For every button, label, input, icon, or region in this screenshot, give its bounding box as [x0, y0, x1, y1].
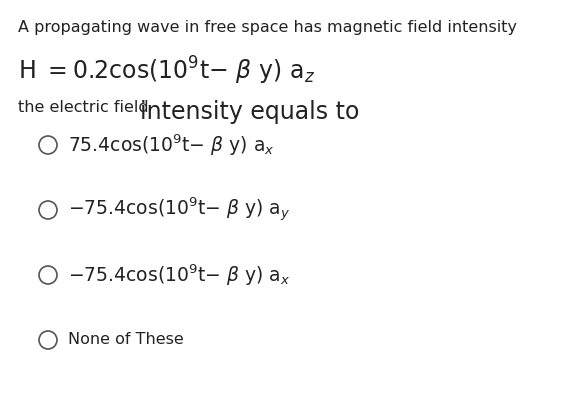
- Text: H $=0.2\cos(10^9$t$-\ \beta\ $y) a$_z$: H $=0.2\cos(10^9$t$-\ \beta\ $y) a$_z$: [18, 55, 315, 87]
- Text: None of These: None of These: [68, 333, 184, 347]
- Text: the electric field: the electric field: [18, 100, 154, 115]
- Text: $-75.4\cos(10^9$t$-\ \beta\ $y) a$_x$: $-75.4\cos(10^9$t$-\ \beta\ $y) a$_x$: [68, 262, 291, 288]
- Text: $-75.4\cos(10^9$t$-\ \beta\ $y) a$_y$: $-75.4\cos(10^9$t$-\ \beta\ $y) a$_y$: [68, 196, 291, 224]
- Text: intensity equals to: intensity equals to: [140, 100, 359, 124]
- Text: $75.4\cos(10^9$t$-\ \beta\ $y) a$_x$: $75.4\cos(10^9$t$-\ \beta\ $y) a$_x$: [68, 132, 275, 158]
- Text: A propagating wave in free space has magnetic field intensity: A propagating wave in free space has mag…: [18, 20, 517, 35]
